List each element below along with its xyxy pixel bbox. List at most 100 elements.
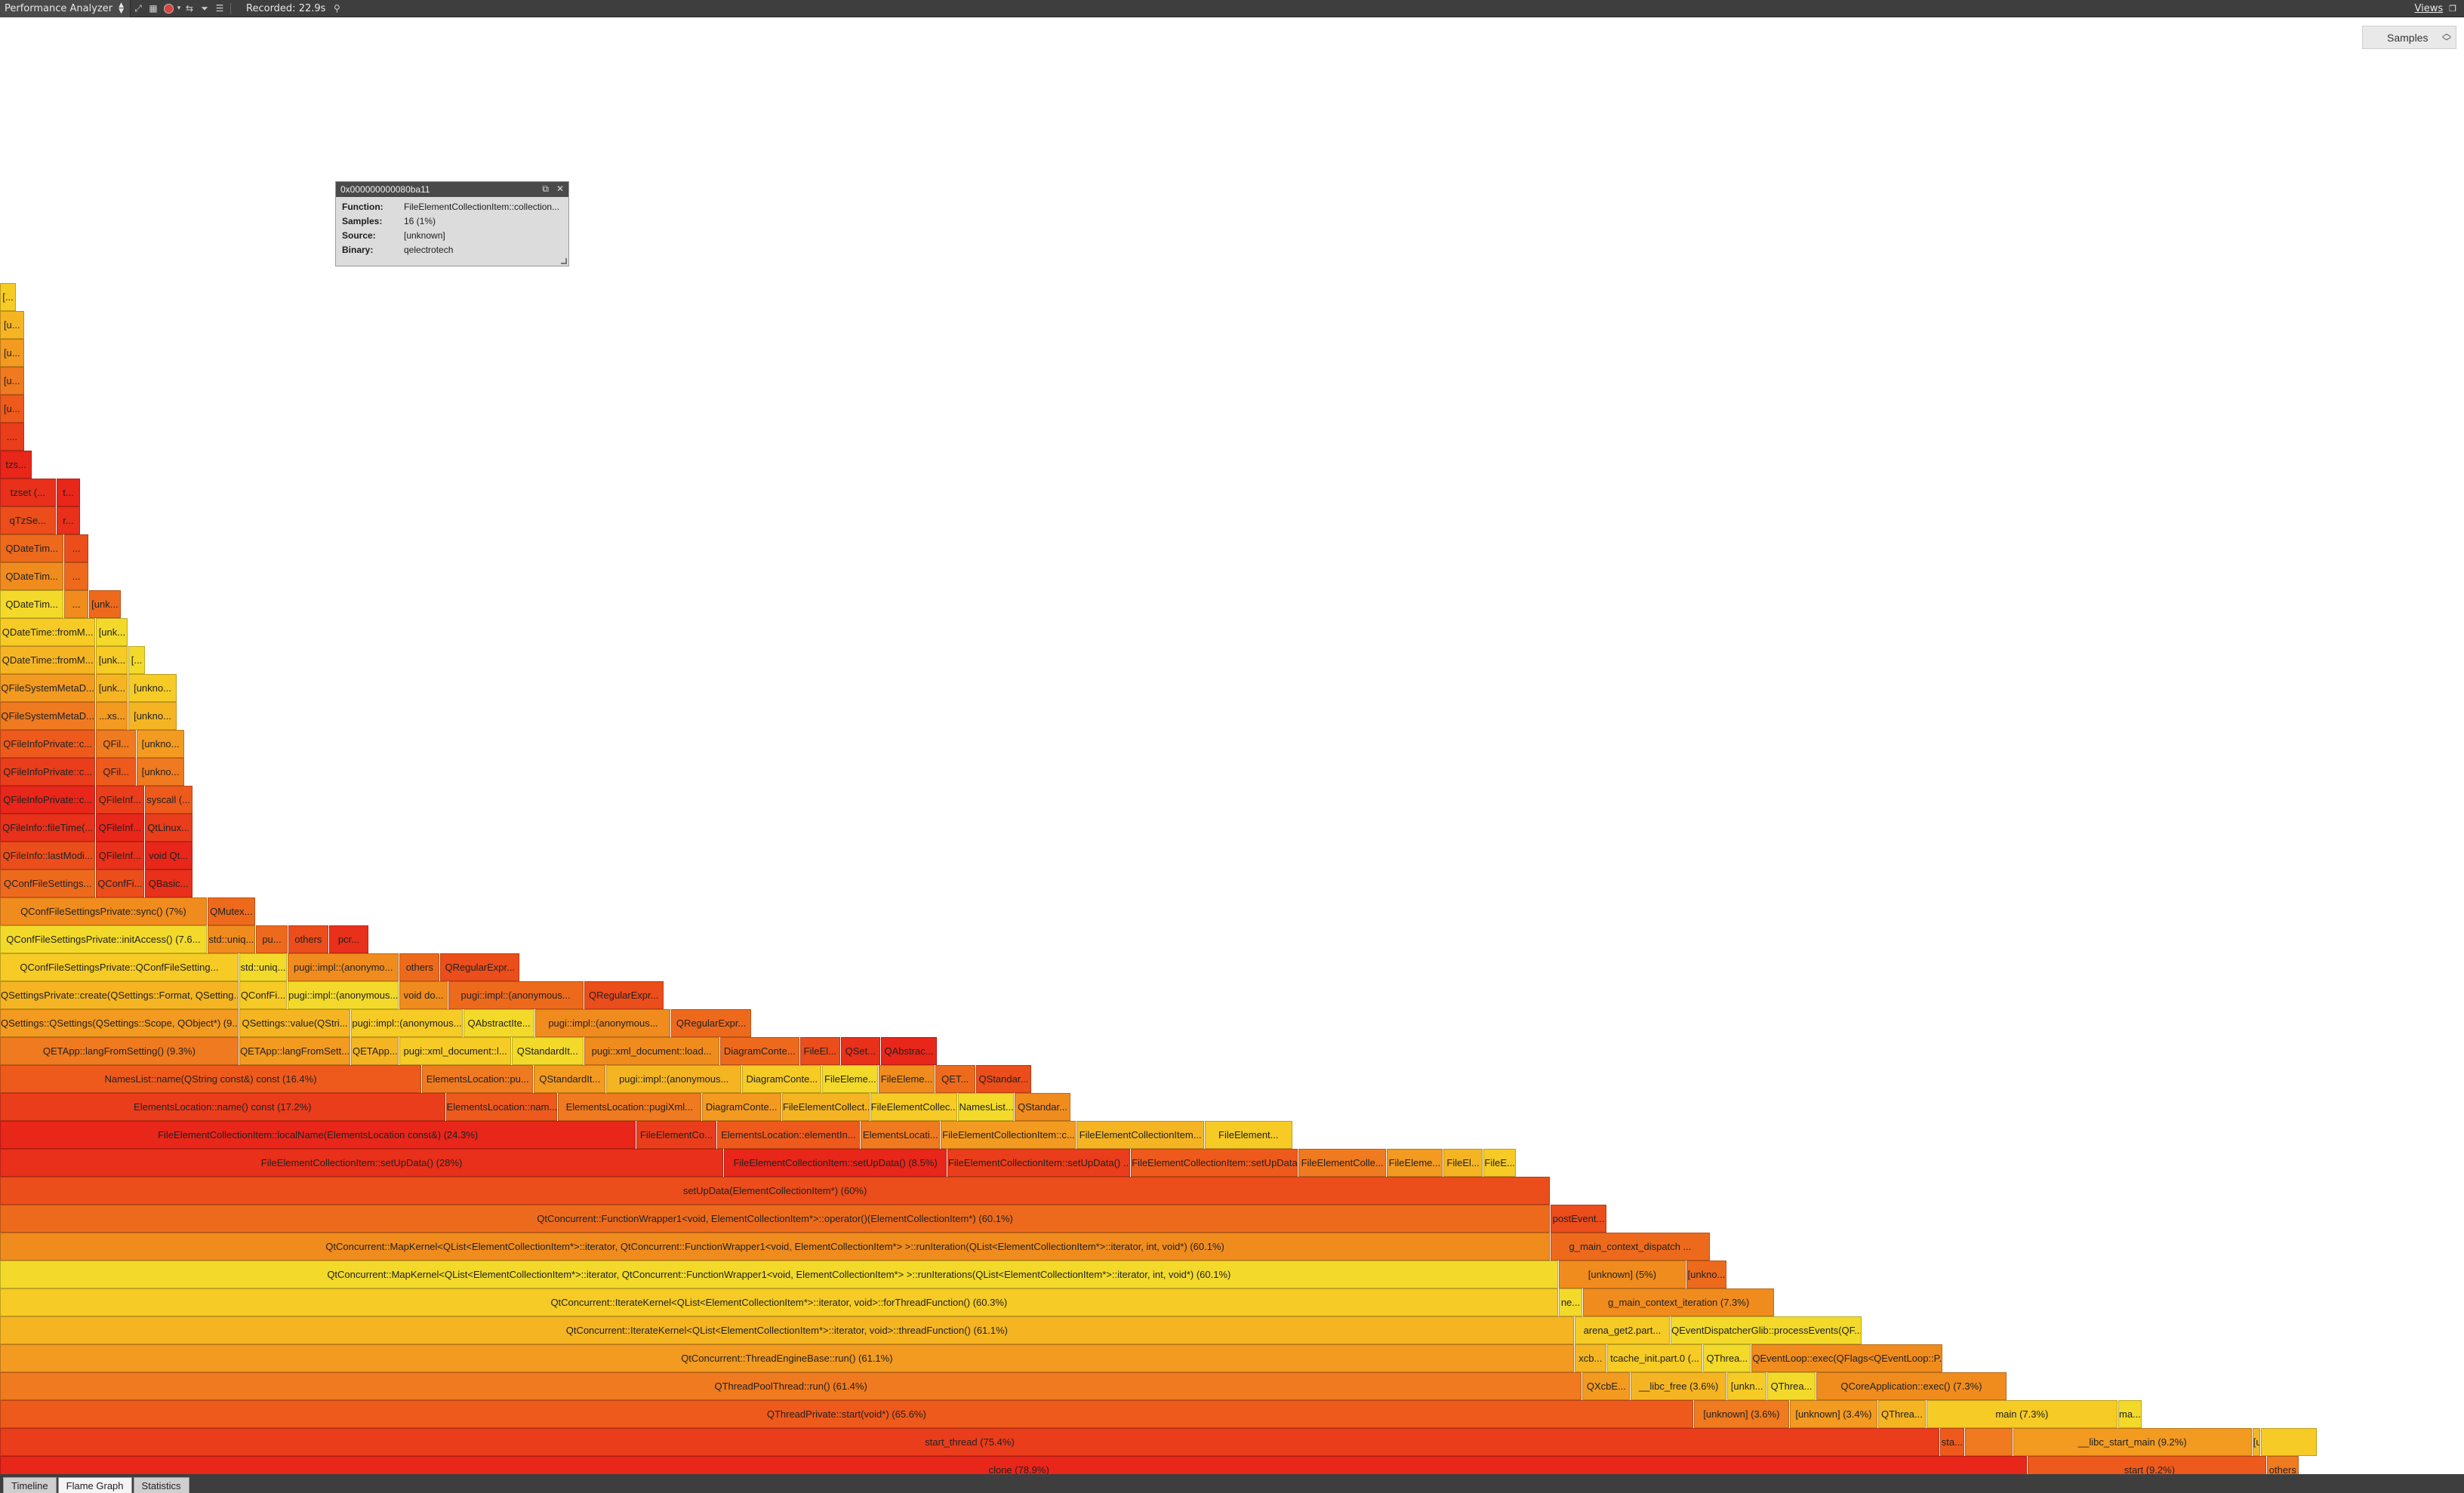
flame-frame[interactable]: others <box>399 953 440 981</box>
flame-graph-canvas[interactable]: __clone (78.9%) _start (9.2%) others start_… <box>0 17 2464 1474</box>
flame-frame[interactable]: g_main_context_dispatch ... <box>1551 1233 1710 1261</box>
flame-frame[interactable]: qTzSe... <box>0 506 56 534</box>
flame-frame[interactable]: DiagramConte... <box>701 1093 781 1121</box>
flame-frame[interactable]: QSettings::QSettings(QSettings::Scope, Q… <box>0 1009 239 1037</box>
flame-frame[interactable]: QFileSystemMetaD... <box>0 702 96 730</box>
flame-frame[interactable]: QFil... <box>96 758 136 786</box>
flame-frame[interactable]: FileElementCollectionItem::setUpData() (… <box>0 1149 724 1177</box>
flame-frame[interactable]: QStandardIt... <box>511 1037 584 1065</box>
flame-frame[interactable]: pcr... <box>328 925 369 953</box>
flame-frame[interactable]: t... <box>56 479 81 506</box>
flame-frame[interactable]: setUpData(ElementCollectionItem*) (60%) <box>0 1177 1551 1205</box>
flame-frame[interactable]: QDateTime::fromM... <box>0 618 96 646</box>
flame-frame[interactable]: QStandar... <box>975 1065 1032 1093</box>
flame-frame[interactable]: QConfFi... <box>239 981 288 1009</box>
flame-frame[interactable]: [unkno... <box>128 674 177 702</box>
flame-frame[interactable]: ElementsLocation::pugiXml... <box>558 1093 701 1121</box>
flame-frame[interactable]: FileE... <box>1483 1149 1516 1177</box>
mode-selector[interactable]: Samples ︿ ﹀ <box>2362 26 2456 49</box>
flame-frame[interactable]: QSettingsPrivate::create(QSettings::Form… <box>0 981 239 1009</box>
flame-frame[interactable]: ElementsLocation::pu... <box>422 1065 534 1093</box>
flame-frame[interactable]: [unk... <box>96 646 128 674</box>
flame-frame[interactable]: main (7.3%) <box>1927 1400 2118 1428</box>
flame-frame[interactable]: ma... <box>2118 1400 2142 1428</box>
flame-frame[interactable]: QConfFi... <box>96 870 144 897</box>
flame-frame[interactable]: [... <box>128 646 145 674</box>
flame-frame[interactable]: QETApp::langFromSett... <box>239 1037 351 1065</box>
flame-frame[interactable]: arena_get2.part... <box>1574 1316 1671 1344</box>
flame-frame[interactable]: QAbstractIte... <box>463 1009 535 1037</box>
flame-frame[interactable]: QSettings::value(QStri... <box>239 1009 351 1037</box>
flame-frame[interactable]: pugi::impl::(anonymous... <box>351 1009 463 1037</box>
flame-frame[interactable]: QAbstrac... <box>881 1037 937 1065</box>
float-icon[interactable]: ❐ <box>2449 4 2456 14</box>
flame-frame[interactable]: FileElementCollectionItem::c... <box>941 1121 1076 1149</box>
filter-icon[interactable]: ⏷ <box>201 2 208 14</box>
flame-frame[interactable]: [u... <box>0 367 24 395</box>
flame-frame[interactable]: FileEleme... <box>822 1065 879 1093</box>
flame-frame[interactable]: QtConcurrent::IterateKernel<QList<Elemen… <box>0 1316 1574 1344</box>
flame-frame[interactable]: tzs... <box>0 451 32 479</box>
flame-frame[interactable]: ...xs... <box>96 702 128 730</box>
flame-frame[interactable]: QCoreApplication::exec() (7.3%) <box>1816 1372 2007 1400</box>
flame-frame[interactable]: std::uniq... <box>239 953 288 981</box>
flame-frame[interactable]: others <box>2266 1456 2299 1474</box>
flame-frame[interactable]: pugi::impl::(anonymous... <box>606 1065 742 1093</box>
flame-frame[interactable]: std::uniq... <box>207 925 255 953</box>
flame-frame[interactable]: _start (9.2%) <box>2027 1456 2266 1474</box>
flame-frame[interactable]: QThreadPrivate::start(void*) (65.6%) <box>0 1400 1693 1428</box>
flame-frame[interactable]: [unk... <box>88 590 121 618</box>
flame-frame[interactable]: QFileSystemMetaD... <box>0 674 96 702</box>
tab-statistics[interactable]: Statistics <box>133 1477 189 1493</box>
flame-frame[interactable]: QFileInfo::lastModi... <box>0 842 96 870</box>
zoom-fit-icon[interactable]: ⤢ <box>134 2 142 14</box>
dropdown-arrow-icon[interactable]: ▾ <box>177 5 181 12</box>
flame-frame[interactable]: void Qt... <box>144 842 192 870</box>
flame-frame[interactable]: QXcbE... <box>1582 1372 1631 1400</box>
flame-frame[interactable]: QEventDispatcherGlib::processEvents(QF..… <box>1671 1316 1862 1344</box>
flame-frame[interactable]: [unk... <box>96 674 128 702</box>
flame-frame[interactable]: others <box>288 925 328 953</box>
flame-frame[interactable]: QConfFileSettingsPrivate::sync() (7%) <box>0 897 207 925</box>
flame-frame[interactable]: NamesList::name(QString const&) const (1… <box>0 1065 422 1093</box>
flame-frame[interactable]: DiagramConte... <box>719 1037 799 1065</box>
flame-frame[interactable]: [u... <box>0 395 24 423</box>
jump-icon[interactable]: ⇆ <box>185 3 194 14</box>
flame-frame[interactable]: QConfFileSettingsPrivate::initAccess() (… <box>0 925 207 953</box>
flame-frame[interactable]: QFileInf... <box>96 842 144 870</box>
flame-frame[interactable]: NamesList... <box>958 1093 1015 1121</box>
flame-frame[interactable]: FileElementCollectionItem::setUpData() .… <box>947 1149 1131 1177</box>
flame-frame[interactable]: [unk... <box>96 618 128 646</box>
flame-frame[interactable]: [unknown] (3.6%) <box>1693 1400 1790 1428</box>
flame-frame[interactable]: FileElementCollect... <box>781 1093 870 1121</box>
flame-frame[interactable]: [un... <box>2252 1428 2261 1456</box>
tab-timeline[interactable]: Timeline <box>3 1477 57 1493</box>
flame-frame[interactable]: QET... <box>935 1065 975 1093</box>
flame-frame[interactable]: pugi::xml_document::l... <box>399 1037 511 1065</box>
flame-frame[interactable]: FileEl... <box>1443 1149 1483 1177</box>
flame-frame[interactable]: FileEleme... <box>1387 1149 1443 1177</box>
flame-frame[interactable]: FileElementColle... <box>1298 1149 1387 1177</box>
flame-frame[interactable]: start_thread (75.4%) <box>0 1428 1940 1456</box>
flame-frame[interactable]: ElementsLocation::name() const (17.2%) <box>0 1093 445 1121</box>
flame-frame[interactable]: r... <box>56 506 81 534</box>
flame-frame[interactable]: [unkn... <box>1726 1372 1767 1400</box>
flame-frame[interactable]: QFileInfoPrivate::c... <box>0 758 96 786</box>
flame-frame[interactable]: FileElement... <box>1204 1121 1292 1149</box>
flame-frame[interactable]: QtConcurrent::MapKernel<QList<ElementCol… <box>0 1233 1551 1261</box>
flame-frame[interactable]: pugi::impl::(anonymous... <box>448 981 584 1009</box>
flame-frame[interactable]: pugi::impl::(anonymous... <box>288 981 399 1009</box>
list-icon[interactable]: ☰ <box>215 3 224 14</box>
flame-frame[interactable]: [unkno... <box>136 730 185 758</box>
flame-frame[interactable] <box>2261 1428 2317 1456</box>
flame-frame[interactable]: ne... <box>1558 1288 1583 1316</box>
flame-frame[interactable]: [unknown] (3.4%) <box>1790 1400 1877 1428</box>
flame-frame[interactable]: FileEl... <box>799 1037 840 1065</box>
flame-frame[interactable]: pugi::impl::(anonymous... <box>535 1009 671 1037</box>
flame-frame[interactable] <box>1964 1428 2013 1456</box>
flame-frame[interactable]: QStandardIt... <box>534 1065 606 1093</box>
flame-frame[interactable]: ElementsLocation::nam... <box>445 1093 558 1121</box>
flame-frame[interactable]: QtConcurrent::FunctionWrapper1<void, Ele… <box>0 1205 1551 1233</box>
flame-frame[interactable]: FileElementCollectionItem::setUpData() (… <box>724 1149 947 1177</box>
flame-frame[interactable]: QMutex... <box>207 897 255 925</box>
